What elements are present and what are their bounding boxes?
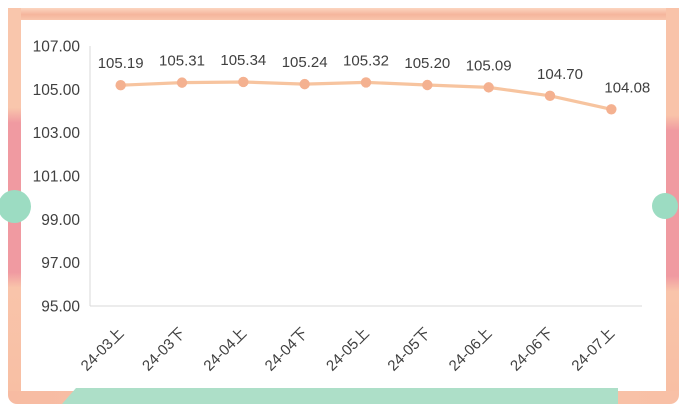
data-point-marker [299, 78, 310, 90]
y-tick-label: 103.00 [33, 125, 81, 142]
teal-accent-bar [62, 388, 618, 404]
data-point-marker [176, 77, 188, 88]
data-label: 105.20 [404, 55, 450, 72]
teal-circle-right-icon [652, 193, 678, 219]
data-point-marker [483, 82, 494, 93]
x-tick-label: 24-03上 [78, 325, 128, 375]
data-label: 105.32 [343, 52, 389, 69]
x-tick-label: 24-04上 [200, 325, 250, 375]
data-label: 105.24 [282, 54, 328, 71]
data-label: 104.70 [537, 66, 583, 83]
y-tick-label: 99.00 [41, 212, 80, 229]
data-label: 104.08 [604, 79, 650, 96]
y-axis-labels: 107.00 105.00 103.00 101.00 99.00 97.00 95.00 [33, 39, 81, 316]
y-tick-label: 107.00 [33, 39, 81, 56]
data-point-marker [238, 76, 249, 88]
x-tick-label: 24-06下 [507, 325, 557, 375]
y-tick-label: 105.00 [33, 82, 81, 99]
data-label: 105.31 [159, 53, 205, 70]
x-tick-label: 24-04下 [262, 325, 312, 375]
teal-circle-left-icon [0, 190, 31, 223]
data-label: 105.09 [466, 57, 512, 74]
x-tick-label: 24-07上 [568, 325, 618, 375]
y-tick-label: 95.00 [41, 299, 80, 316]
data-point-marker [606, 104, 617, 115]
data-point-marker [115, 80, 126, 91]
data-point-marker [544, 90, 556, 102]
x-tick-label: 24-06上 [446, 325, 496, 375]
x-axis-labels: 24-03上 24-03下 24-04上 24-04下 24-05上 24-05下 24-0… [78, 325, 618, 375]
data-labels: 105.19 105.31 105.34 105.24 105.32 105.20 105.… [98, 52, 651, 96]
data-point-marker [422, 79, 433, 91]
data-point-marker [360, 77, 372, 88]
data-label: 105.34 [220, 52, 266, 69]
frame-top-border [8, 8, 679, 20]
x-tick-label: 24-05下 [384, 325, 434, 375]
y-tick-label: 101.00 [33, 169, 81, 186]
y-tick-label: 97.00 [41, 255, 80, 272]
axis-lines [89, 46, 642, 307]
x-tick-label: 24-03下 [139, 325, 189, 375]
x-tick-label: 24-05上 [323, 325, 373, 375]
data-label: 105.19 [98, 55, 144, 72]
series-markers [115, 76, 617, 115]
